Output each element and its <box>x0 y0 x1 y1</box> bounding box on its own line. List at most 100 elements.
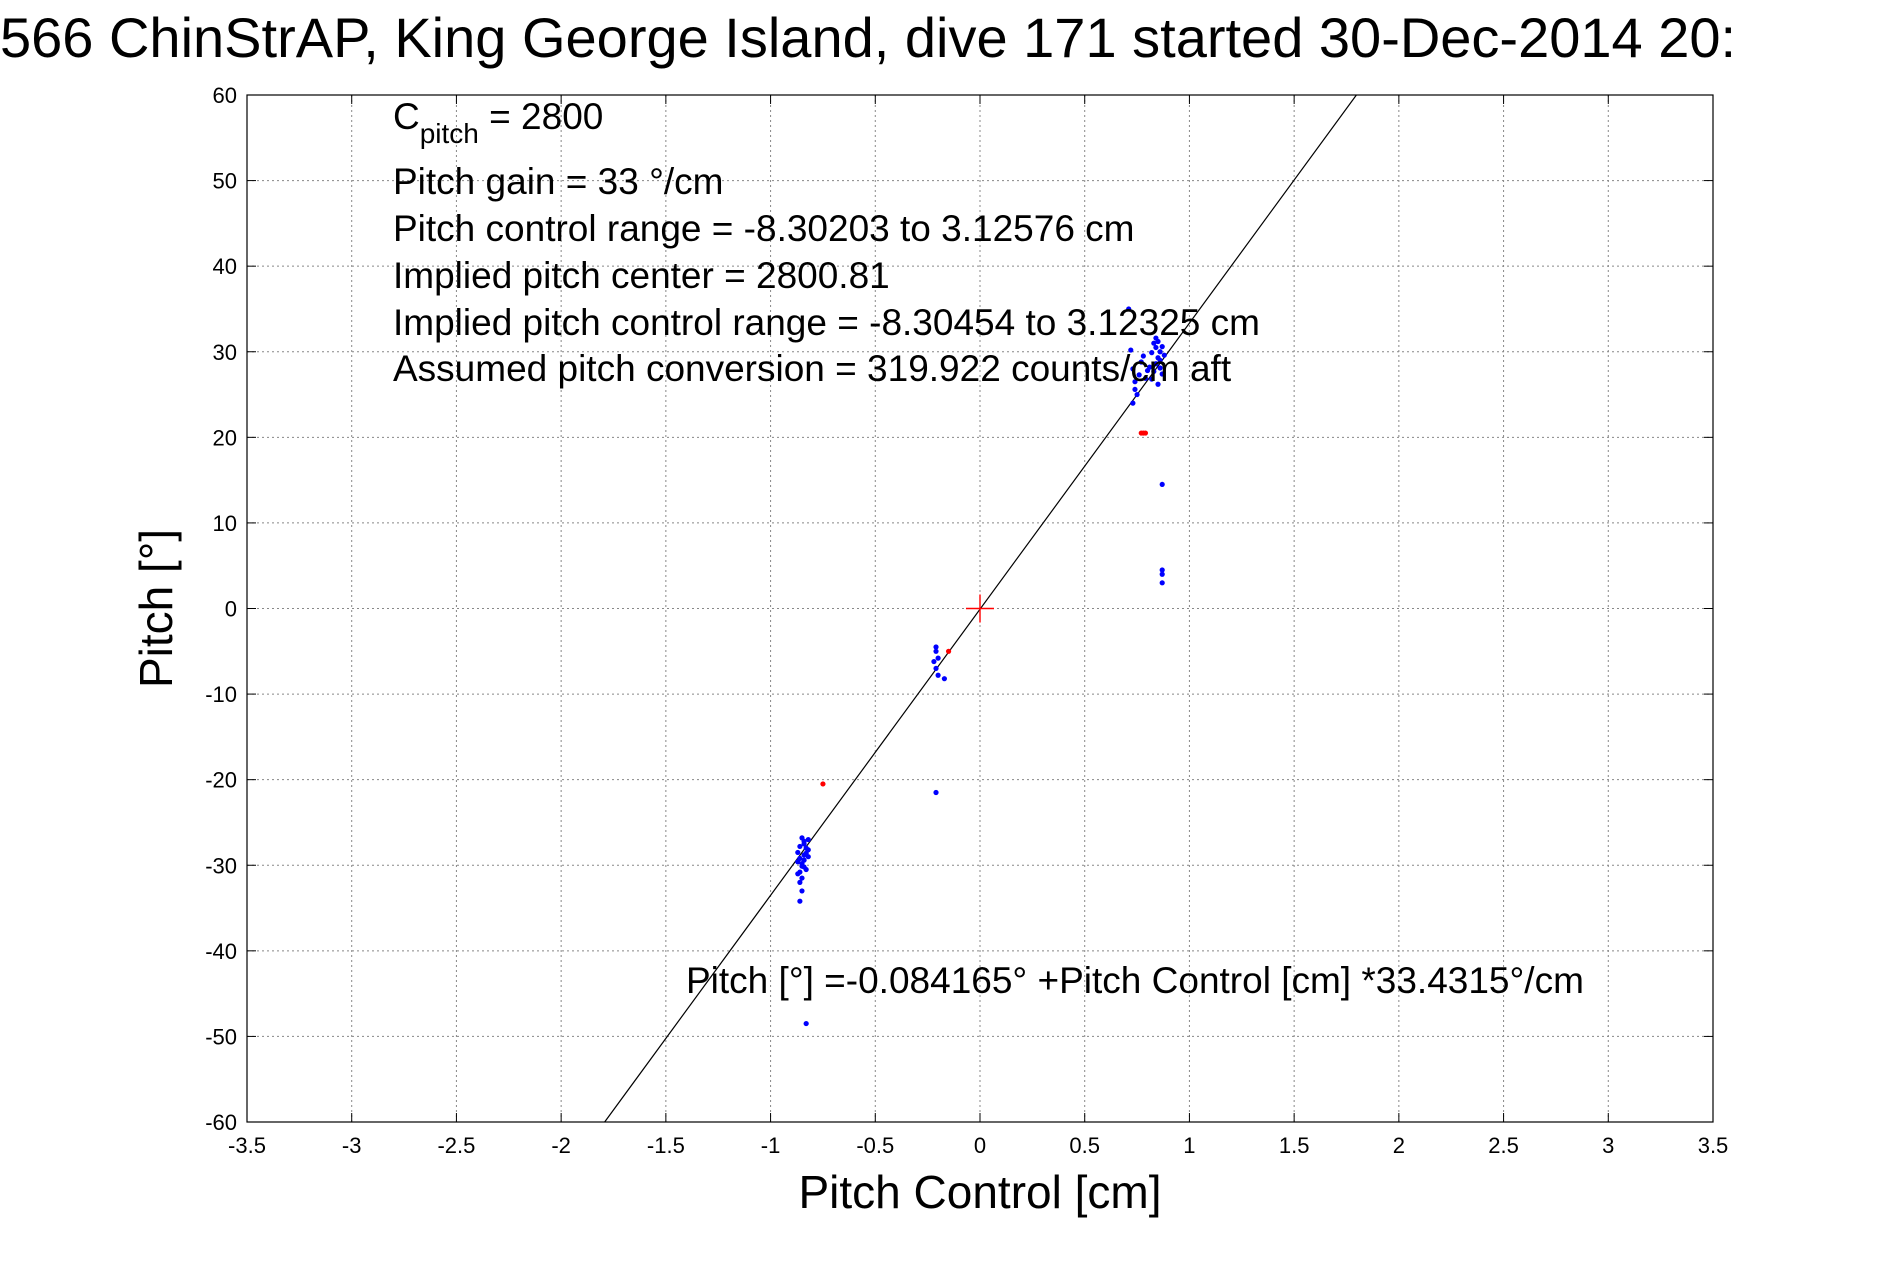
annotation-pitch-gain: Pitch gain = 33 °/cm <box>393 161 724 202</box>
data-point <box>1159 567 1165 573</box>
data-point <box>933 644 939 650</box>
data-point <box>801 864 807 870</box>
data-point <box>797 879 803 885</box>
data-point <box>933 648 939 654</box>
data-point <box>1155 381 1161 387</box>
data-point <box>1157 349 1163 355</box>
data-point <box>795 859 801 865</box>
data-point <box>933 665 939 672</box>
annotation-conversion: Assumed pitch conversion = 319.922 count… <box>393 348 1232 389</box>
x-tick-label: 1.5 <box>1279 1133 1310 1158</box>
y-tick-label: 30 <box>213 340 237 365</box>
data-point <box>1153 361 1159 367</box>
ticks-layer: -3.5 -3 -2.5 -2 -1.5 -1 -0.5 0 0.5 1 1.5 2 2.5 3 3.5 -6… <box>205 83 1728 1158</box>
x-tick-label: -3 <box>342 1133 362 1158</box>
x-tick-label: 2 <box>1393 1133 1405 1158</box>
annotation-implied-range: Implied pitch control range = -8.30454 t… <box>393 302 1260 343</box>
data-point <box>1130 400 1136 406</box>
annotation-control-range: Pitch control range = -8.30203 to 3.1257… <box>393 208 1135 249</box>
data-point <box>1126 306 1132 312</box>
y-tick-label: 10 <box>213 511 237 536</box>
data-point <box>1128 347 1134 353</box>
y-tick-label: 50 <box>213 169 237 194</box>
data-point <box>820 781 826 787</box>
y-tick-label: 20 <box>213 425 237 450</box>
data-point <box>1153 344 1159 351</box>
data-point <box>935 672 941 678</box>
data-point <box>1149 350 1155 356</box>
x-tick-label: 0 <box>974 1133 986 1158</box>
y-tick-label: -30 <box>205 853 237 878</box>
data-point <box>1151 340 1157 346</box>
annotation-fit-equation: Pitch [°] =-0.084165° +Pitch Control [cm… <box>686 960 1584 1001</box>
x-tick-label: -0.5 <box>856 1133 894 1158</box>
data-point <box>1132 386 1138 393</box>
c-pitch-main: C <box>393 96 420 137</box>
data-point <box>801 857 807 863</box>
data-point <box>1157 357 1163 363</box>
data-point <box>1138 359 1144 365</box>
data-point <box>931 658 937 665</box>
data-point <box>799 875 805 881</box>
points-layer <box>795 306 1167 1027</box>
x-tick-label: 2.5 <box>1488 1133 1519 1158</box>
data-point <box>1159 580 1165 586</box>
x-tick-label: -2 <box>551 1133 571 1158</box>
y-tick-label: -60 <box>205 1110 237 1135</box>
chart-title: 566 ChinStrAP, King George Island, dive … <box>0 6 1737 69</box>
y-tick-label: -20 <box>205 768 237 793</box>
x-tick-label: -3.5 <box>228 1133 266 1158</box>
data-point <box>1147 364 1153 370</box>
data-point <box>805 836 811 843</box>
data-point <box>945 648 952 654</box>
data-point <box>1159 344 1165 350</box>
x-tick-label: -2.5 <box>437 1133 475 1158</box>
data-point <box>1130 366 1136 372</box>
x-axis-title: Pitch Control [cm] <box>799 1166 1162 1218</box>
annotation-layer: Cpitch = 2800 Pitch gain = 33 °/cm Pitch… <box>393 96 1584 1001</box>
grid-layer <box>247 95 1713 1122</box>
data-point <box>1140 353 1146 359</box>
data-point <box>1159 371 1165 377</box>
data-point <box>1132 379 1138 385</box>
c-pitch-value: = 2800 <box>479 96 603 137</box>
data-point <box>933 789 939 796</box>
data-point <box>805 847 811 853</box>
x-tick-label: -1 <box>761 1133 781 1158</box>
data-point <box>797 898 803 904</box>
data-point <box>935 655 941 661</box>
x-tick-label: -1.5 <box>647 1133 685 1158</box>
y-tick-label: -10 <box>205 682 237 707</box>
x-tick-label: 0.5 <box>1069 1133 1100 1158</box>
data-point <box>797 869 803 875</box>
data-point <box>1142 375 1149 381</box>
y-tick-label: 60 <box>213 83 237 108</box>
x-tick-label: 3.5 <box>1698 1133 1729 1158</box>
x-tick-label: 3 <box>1602 1133 1614 1158</box>
data-point <box>1155 338 1161 345</box>
data-point <box>1159 481 1165 488</box>
x-tick-label: 1 <box>1183 1133 1195 1158</box>
data-point <box>1136 372 1142 378</box>
data-point <box>1151 368 1157 375</box>
data-point <box>941 676 947 682</box>
y-tick-label: -50 <box>205 1024 237 1049</box>
data-point <box>805 854 811 860</box>
data-point <box>1149 376 1155 382</box>
data-point <box>797 843 803 850</box>
data-point <box>803 1020 809 1027</box>
data-point <box>799 888 805 894</box>
data-point <box>1157 365 1163 371</box>
y-tick-label: 0 <box>225 597 237 622</box>
data-point <box>1142 430 1149 436</box>
data-point <box>795 849 801 856</box>
annotation-implied-center: Implied pitch center = 2800.81 <box>393 255 890 296</box>
data-point <box>801 838 807 844</box>
y-axis-title: Pitch [°] <box>130 529 182 688</box>
fit-layer <box>604 94 1357 1123</box>
center-cross-marker <box>966 594 994 623</box>
data-point <box>1161 352 1167 358</box>
c-pitch-subscript: pitch <box>420 118 479 149</box>
data-point <box>1134 391 1140 398</box>
